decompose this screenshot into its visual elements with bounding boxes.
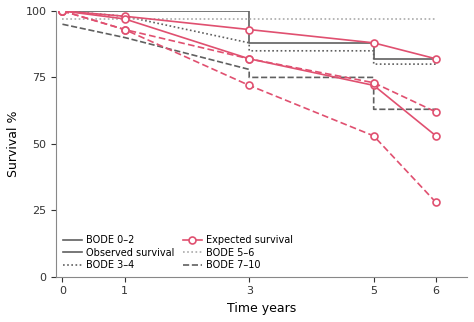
Y-axis label: Survival %: Survival % [7,111,20,177]
X-axis label: Time years: Time years [227,302,296,315]
Legend: BODE 0–2, Observed survival, BODE 3–4, Expected survival, BODE 5–6, BODE 7–10: BODE 0–2, Observed survival, BODE 3–4, E… [61,233,295,272]
